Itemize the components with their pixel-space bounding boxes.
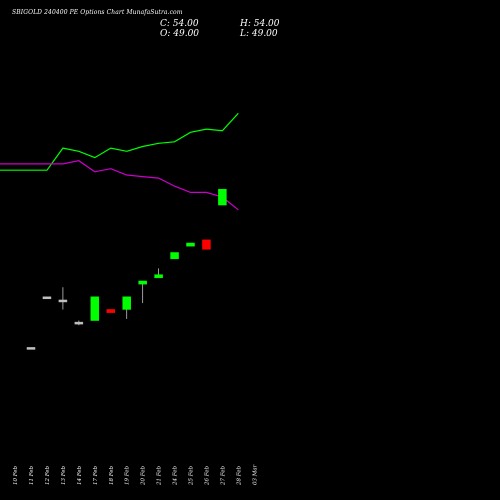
candle-doji (74, 321, 84, 325)
x-tick-label: 24 Feb (173, 465, 179, 486)
x-tick-label: 25 Feb (189, 465, 195, 486)
x-tick-label: 27 Feb (220, 465, 226, 486)
candle-up (170, 252, 179, 260)
candle-up (186, 242, 195, 247)
x-tick-label: 20 Feb (141, 465, 147, 486)
x-tick-label: 03 Mar (252, 464, 258, 485)
overlay-line-green (0, 112, 239, 171)
close-value: C: 54.00 (160, 19, 199, 29)
x-tick-label: 13 Feb (61, 465, 67, 485)
x-tick-label: 26 Feb (204, 465, 210, 486)
overlay-line-magenta (0, 160, 239, 211)
candle-down (202, 239, 211, 250)
candle-up (154, 274, 163, 279)
low-value: L: 49.00 (240, 29, 278, 39)
chart-title: SBIGOLD 240400 PE Options Chart MunafaSu… (12, 9, 183, 16)
candle-up (90, 296, 100, 321)
x-tick-label: 14 Feb (77, 465, 83, 485)
high-value: H: 54.00 (240, 19, 280, 29)
x-tick-label: 19 Feb (125, 465, 131, 485)
candle-doji (26, 347, 36, 350)
candle-down (106, 309, 115, 313)
x-tick-label: 11 Feb (29, 465, 35, 485)
open-value: O: 49.00 (160, 29, 200, 39)
candle-up (122, 296, 131, 310)
candle-doji (58, 299, 68, 303)
candle-doji (42, 296, 52, 300)
candle-up (138, 280, 147, 285)
x-tick-label: 17 Feb (93, 465, 99, 485)
x-tick-label: 10 Feb (13, 465, 19, 485)
x-tick-label: 12 Feb (45, 465, 51, 485)
x-tick-label: 18 Feb (109, 465, 115, 485)
x-tick-label: 21 Feb (157, 465, 163, 486)
candle-up (218, 188, 227, 206)
x-tick-label: 28 Feb (236, 465, 242, 486)
